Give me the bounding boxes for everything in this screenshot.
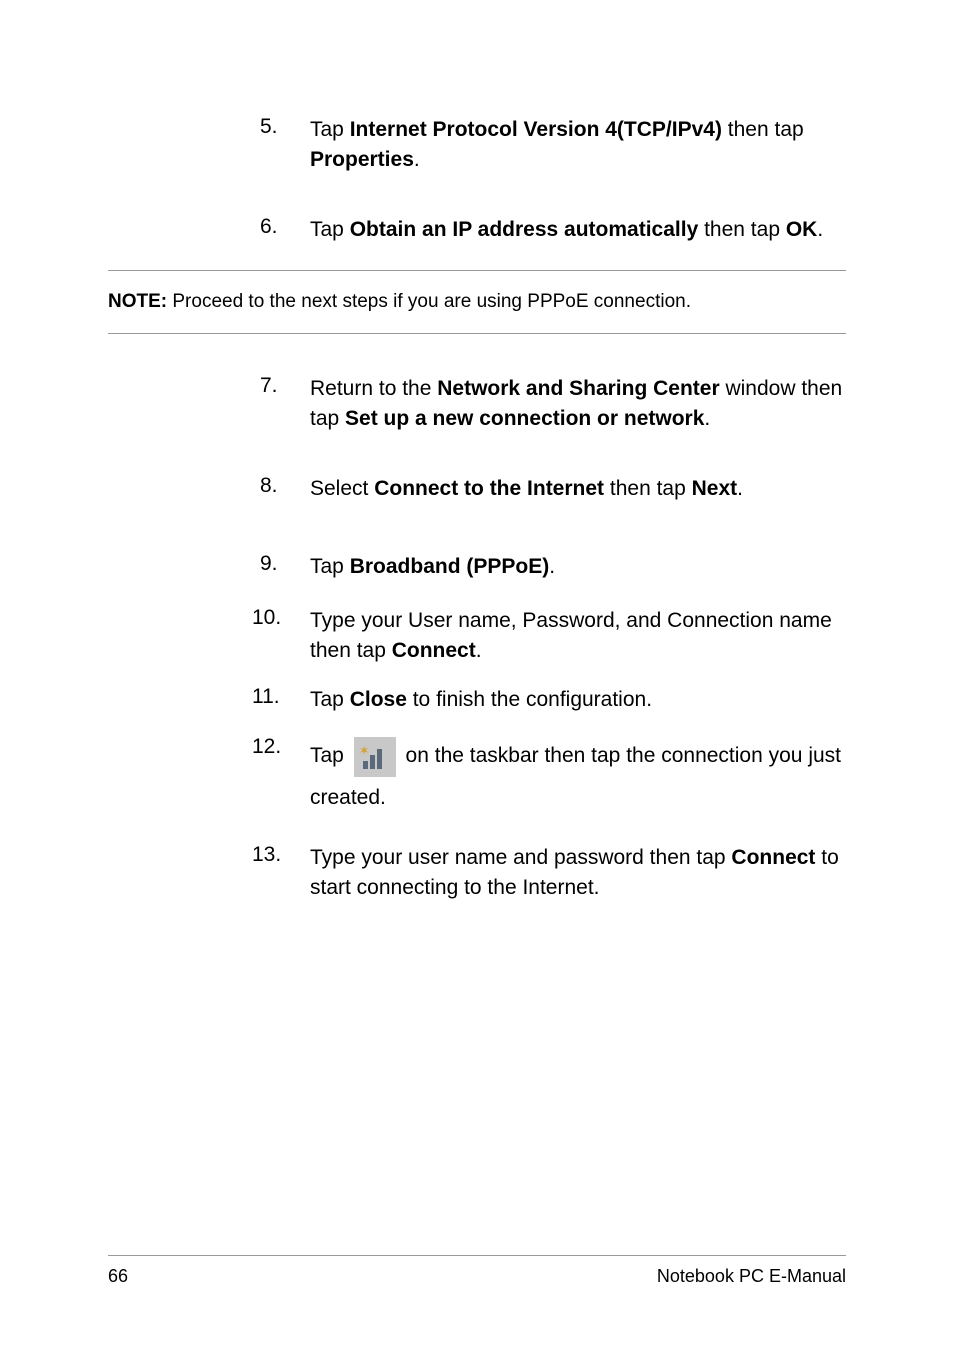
text: then tap — [722, 118, 804, 141]
footer-label: Notebook PC E-Manual — [657, 1266, 846, 1287]
step-10: 10. Type your User name, Password, and C… — [232, 606, 846, 666]
step-8: 8. Select Connect to the Internet then t… — [232, 474, 846, 504]
step-text: Tap on the taskbar then tap the connecti… — [310, 735, 846, 819]
bold-text: Set up a new connection or network — [345, 407, 704, 430]
note-label: NOTE: — [108, 291, 167, 312]
step-number: 5. — [232, 115, 310, 175]
text: . — [549, 555, 555, 578]
bold-text: Properties — [310, 148, 414, 171]
step-number: 7. — [232, 374, 310, 434]
step-7: 7. Return to the Network and Sharing Cen… — [232, 374, 846, 434]
bold-text: Connect to the Internet — [374, 477, 604, 500]
step-number: 8. — [232, 474, 310, 504]
step-number: 11. — [232, 685, 310, 715]
bold-text: Obtain an IP address automatically — [350, 218, 699, 241]
text: . — [414, 148, 420, 171]
text: Return to the — [310, 377, 437, 400]
step-number: 9. — [232, 552, 310, 582]
text: Type your user name and password then ta… — [310, 846, 731, 869]
bold-text: Network and Sharing Center — [437, 377, 719, 400]
step-number: 6. — [232, 215, 310, 245]
step-text: Tap Broadband (PPPoE). — [310, 552, 846, 582]
text: . — [817, 218, 823, 241]
note-text: NOTE: Proceed to the next steps if you a… — [108, 291, 846, 313]
text: Select — [310, 477, 374, 500]
step-number: 10. — [232, 606, 310, 666]
bold-text: Internet Protocol Version 4(TCP/IPv4) — [350, 118, 722, 141]
text: Type your User name, Password, and Conne… — [310, 609, 832, 662]
page-footer: 66 Notebook PC E-Manual — [108, 1255, 846, 1287]
step-text: Tap Close to finish the configuration. — [310, 685, 846, 715]
step-text: Type your User name, Password, and Conne… — [310, 606, 846, 666]
step-6: 6. Tap Obtain an IP address automaticall… — [232, 215, 846, 245]
text: . — [476, 639, 482, 662]
text: Tap — [310, 118, 350, 141]
bold-text: Broadband (PPPoE) — [350, 555, 550, 578]
bold-text: Connect — [731, 846, 815, 869]
step-text: Type your user name and password then ta… — [310, 843, 846, 903]
network-taskbar-icon — [354, 737, 396, 777]
text: Tap — [310, 744, 350, 767]
bold-text: OK — [786, 218, 818, 241]
page-number: 66 — [108, 1266, 128, 1287]
text: then tap — [604, 477, 692, 500]
text: Tap — [310, 218, 350, 241]
step-text: Tap Obtain an IP address automatically t… — [310, 215, 846, 245]
text: Tap — [310, 555, 350, 578]
bold-text: Next — [692, 477, 738, 500]
step-9: 9. Tap Broadband (PPPoE). — [232, 552, 846, 582]
step-number: 12. — [232, 735, 310, 819]
step-13: 13. Type your user name and password the… — [232, 843, 846, 903]
step-5: 5. Tap Internet Protocol Version 4(TCP/I… — [232, 115, 846, 175]
text: . — [737, 477, 743, 500]
steps-group-2: 7. Return to the Network and Sharing Cen… — [108, 374, 846, 902]
text: then tap — [698, 218, 786, 241]
step-number: 13. — [232, 843, 310, 903]
text: Tap — [310, 688, 350, 711]
bold-text: Connect — [392, 639, 476, 662]
note-body: Proceed to the next steps if you are usi… — [167, 291, 691, 312]
step-text: Select Connect to the Internet then tap … — [310, 474, 846, 504]
note-block: NOTE: Proceed to the next steps if you a… — [108, 270, 846, 334]
steps-group-1: 5. Tap Internet Protocol Version 4(TCP/I… — [108, 115, 846, 244]
step-12: 12. Tap on the taskbar then tap the conn… — [232, 735, 846, 819]
text: . — [704, 407, 710, 430]
step-11: 11. Tap Close to finish the configuratio… — [232, 685, 846, 715]
step-text: Tap Internet Protocol Version 4(TCP/IPv4… — [310, 115, 846, 175]
step-text: Return to the Network and Sharing Center… — [310, 374, 846, 434]
text: to finish the configuration. — [407, 688, 652, 711]
bold-text: Close — [350, 688, 407, 711]
